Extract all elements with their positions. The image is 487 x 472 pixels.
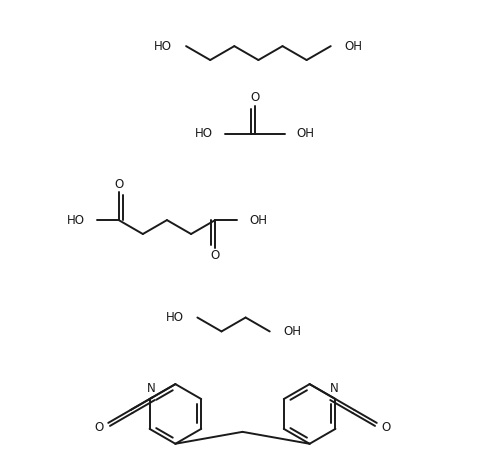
Text: OH: OH [297, 127, 315, 140]
Text: OH: OH [283, 325, 301, 338]
Text: N: N [330, 381, 338, 395]
Text: O: O [114, 178, 123, 191]
Text: OH: OH [249, 214, 267, 227]
Text: HO: HO [166, 311, 184, 324]
Text: N: N [147, 381, 155, 395]
Text: HO: HO [195, 127, 213, 140]
Text: O: O [381, 421, 391, 434]
Text: HO: HO [67, 214, 85, 227]
Text: O: O [210, 249, 220, 262]
Text: OH: OH [345, 40, 363, 52]
Text: O: O [250, 91, 260, 104]
Text: HO: HO [154, 40, 172, 52]
Text: O: O [94, 421, 104, 434]
